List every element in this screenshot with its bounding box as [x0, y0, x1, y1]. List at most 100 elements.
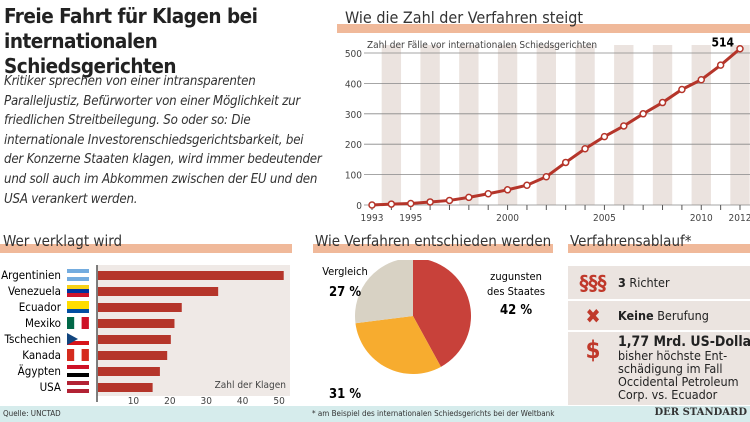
publisher-logo: DER STANDARD: [654, 407, 747, 418]
flag-icon: [67, 289, 89, 293]
intro-text: Kritiker sprechen von einer intransparen…: [4, 74, 322, 207]
flag-icon: [67, 309, 89, 313]
bar: [98, 367, 160, 376]
year-band: [420, 45, 440, 205]
x-tick-label: 40: [237, 396, 249, 406]
data-point: [581, 145, 589, 153]
cross-icon: ✖: [585, 303, 601, 328]
judges-label: Richter: [625, 275, 670, 290]
data-point: [523, 181, 531, 189]
pie-slice: [413, 260, 471, 367]
flag-icon: [67, 277, 89, 281]
data-point: [406, 199, 415, 208]
y-tick-label: 0: [356, 201, 362, 212]
flag-icon: [67, 381, 89, 385]
source: Quelle: UNCTAD: [3, 409, 61, 418]
x-tick-label: 1995: [399, 213, 422, 224]
header-band: [0, 244, 292, 253]
data-point: [368, 201, 376, 209]
data-point: [678, 85, 686, 94]
data-point: [426, 198, 434, 206]
data-point: [639, 110, 647, 118]
flag-icon: [74, 349, 82, 361]
y-tick-label: 400: [345, 79, 362, 90]
y-tick-label: 500: [345, 49, 362, 60]
judges-count: 3: [618, 275, 626, 290]
category-label: Venezuela: [8, 284, 61, 298]
flag-icon: [67, 305, 89, 309]
bar: [98, 383, 153, 392]
data-point: [542, 172, 551, 181]
bar: [98, 335, 171, 344]
data-point: [561, 158, 570, 167]
plot-background: [97, 265, 290, 396]
header-band: [568, 244, 750, 253]
x-axis-label: Zahl der Klagen: [215, 380, 286, 391]
flag-icon: [67, 273, 89, 277]
flag-icon: [67, 385, 89, 389]
procedure-appeal: ✖ Keine Berufung: [568, 301, 750, 330]
bar-chart: 10 20 30 40 50 Zahl der Klagen Argentinien Vene…: [1, 265, 290, 406]
data-point: [484, 190, 492, 198]
data-point: [465, 193, 473, 202]
bar: [98, 351, 168, 360]
category-label: Ägypten: [18, 363, 61, 378]
slice-label: zugunsten: [490, 270, 542, 283]
line-chart: 0 100 200 300 400 500 1993 1995 2000 2005 2010 2012…: [345, 36, 750, 224]
procedure-judges: §§§ 3 Richter: [568, 266, 750, 299]
data-point: [716, 61, 725, 69]
data-point: [736, 44, 744, 53]
footer: Quelle: UNCTAD * am Beispiel des interna…: [0, 406, 750, 422]
chart-subtitle: Zahl der Fälle vor internationalen Schie…: [367, 40, 597, 51]
category-label: Ecuador: [19, 300, 62, 314]
x-tick-label: 20: [164, 396, 176, 406]
flag-icon: [67, 333, 78, 345]
x-tick-label: 1993: [361, 213, 384, 224]
year-band: [381, 45, 402, 205]
year-band: [497, 45, 518, 205]
category-label: Kanada: [22, 348, 61, 362]
compensation-text: bisher höchste Ent-schädigung im Fall Oc…: [618, 348, 739, 402]
data-point: [503, 186, 512, 194]
procedure-title: Verfahrensablauf*: [570, 232, 692, 250]
y-tick-label: 300: [345, 110, 362, 121]
headline: Freie Fahrt für Klagen bei international…: [4, 4, 258, 78]
data-point: [445, 196, 454, 205]
category-label: USA: [40, 380, 61, 394]
category-label: Mexiko: [25, 316, 61, 330]
x-tick-label: 30: [201, 396, 213, 406]
pie-slice: [355, 260, 413, 324]
x-tick-label: 2010: [690, 213, 713, 224]
y-tick-label: 200: [345, 140, 362, 151]
slice-value: 27 %: [329, 285, 361, 300]
bar: [98, 303, 182, 312]
flag-icon: [74, 317, 82, 329]
slice-label: Vergleich: [322, 265, 367, 278]
flag-icon: [67, 369, 89, 373]
x-tick-label: 2012: [729, 213, 750, 224]
procedure-compensation: $ 1,77 Mrd. US-Dollar bisher höchste Ent-…: [568, 332, 750, 405]
x-tick-label: 50: [273, 396, 285, 406]
flag-icon: [67, 365, 89, 369]
data-point: [620, 122, 628, 130]
bar: [98, 287, 219, 296]
bar: [98, 271, 284, 280]
data-point: [600, 132, 609, 141]
dollar-icon: $: [585, 336, 601, 364]
y-tick-label: 100: [345, 171, 362, 182]
flag-icon: [67, 269, 89, 273]
line-chart-title: Wie die Zahl der Verfahren steigt: [345, 8, 584, 27]
paragraph-icon: §§§: [579, 270, 607, 295]
flag-icon: [67, 389, 89, 393]
appeal-label: Berufung: [653, 308, 709, 323]
compensation-amount: 1,77 Mrd. US-Dollar: [618, 334, 750, 350]
data-point: [658, 98, 667, 107]
flag-icon: [67, 317, 75, 329]
flag-icon: [67, 301, 89, 305]
year-band: [652, 45, 673, 205]
flag-icon: [81, 317, 89, 329]
slice-value: 31 %: [329, 387, 361, 402]
x-tick-label: 2000: [496, 213, 519, 224]
flag-icon: [67, 349, 75, 361]
